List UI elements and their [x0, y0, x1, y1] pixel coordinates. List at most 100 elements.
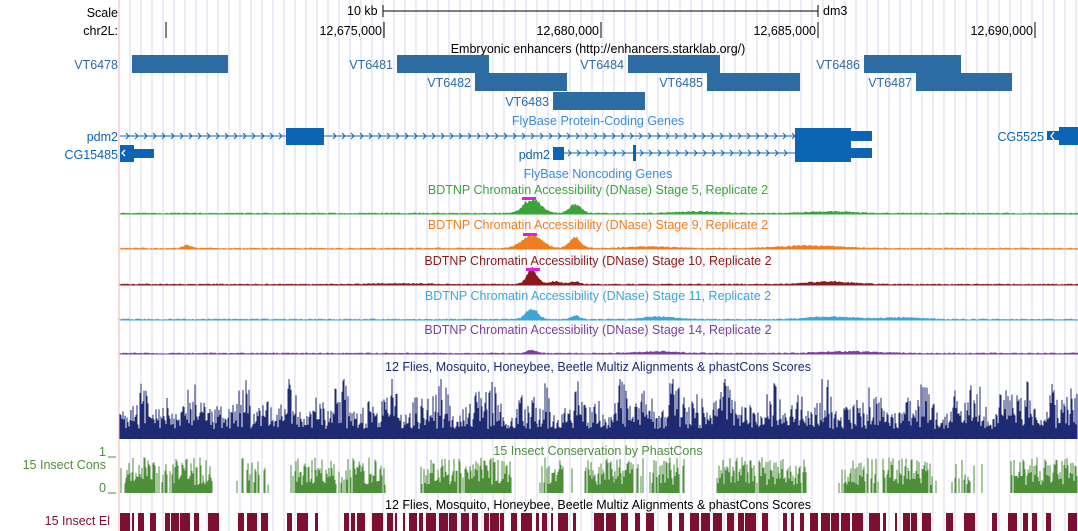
enhancer-label-VT6481[interactable]: VT6481 — [349, 58, 393, 72]
enhancer-label-VT6487[interactable]: VT6487 — [868, 76, 912, 90]
CG5525-exon[interactable] — [1059, 127, 1078, 145]
pdm2-noncoding-utr[interactable] — [851, 148, 872, 158]
conserved-element — [911, 513, 917, 531]
enhancer-label-VT6478[interactable]: VT6478 — [74, 58, 118, 72]
enhancers-track[interactable] — [0, 0, 1078, 112]
coding-genes-track[interactable] — [0, 0, 1078, 170]
dnase-stage11-title[interactable]: BDTNP Chromatin Accessibility (DNase) St… — [424, 289, 772, 303]
chevron — [737, 132, 742, 140]
chevron — [170, 132, 175, 140]
gene-label-CG15485[interactable]: CG15485 — [64, 148, 118, 162]
conserved-element — [511, 513, 517, 531]
dnase-stage14-title[interactable]: BDTNP Chromatin Accessibility (DNase) St… — [424, 323, 772, 337]
CG15485-exon[interactable] — [120, 145, 134, 162]
conserved-element — [1008, 513, 1017, 531]
noncoding-genes-track-title[interactable]: FlyBase Noncoding Genes — [523, 167, 673, 181]
chevron — [179, 132, 184, 140]
conserved-element — [238, 513, 244, 531]
phastcons-track-title[interactable]: 15 Insect Conservation by PhastCons — [493, 444, 703, 458]
enhancer-label-VT6483[interactable]: VT6483 — [505, 95, 549, 109]
enhancer-label-VT6485[interactable]: VT6485 — [659, 76, 703, 90]
dnase-signal-stage9 — [119, 234, 1078, 250]
conserved-element — [403, 513, 405, 531]
gene-label-pdm2-noncoding[interactable]: pdm2 — [518, 148, 550, 162]
chevron — [197, 132, 202, 140]
conserved-element — [869, 513, 880, 531]
chevron — [566, 132, 571, 140]
dnase-stage5-title[interactable]: BDTNP Chromatin Accessibility (DNase) St… — [427, 183, 769, 197]
conserved-element — [1032, 513, 1037, 531]
chevron — [152, 132, 157, 140]
chevron — [746, 132, 751, 140]
chevron — [684, 149, 689, 157]
pdm2-exon[interactable] — [286, 128, 324, 145]
chevron — [458, 132, 463, 140]
conserved-element — [387, 513, 393, 531]
enhancer-label-VT6484[interactable]: VT6484 — [580, 58, 624, 72]
enhancer-block-VT6487[interactable] — [916, 73, 1012, 91]
conserved-element — [852, 513, 863, 531]
enhancer-block-VT6484[interactable] — [628, 55, 720, 73]
pdm2-noncoding-chevrons — [567, 149, 788, 157]
enhancer-label-VT6486[interactable]: VT6486 — [816, 58, 860, 72]
dnase-stage10-title[interactable]: BDTNP Chromatin Accessibility (DNase) St… — [424, 254, 772, 268]
pdm2-noncoding-exon[interactable] — [553, 147, 564, 160]
enhancers-track-title[interactable]: Embryonic enhancers (http://enhancers.st… — [450, 42, 746, 56]
conserved-element — [521, 513, 532, 531]
gene-label-CG5525[interactable]: CG5525 — [997, 130, 1044, 144]
dnase-stage9-title[interactable]: BDTNP Chromatin Accessibility (DNase) St… — [427, 218, 769, 232]
conserved-element — [357, 513, 365, 531]
chevron — [557, 132, 562, 140]
elements-side-label[interactable]: 15 Insect El — [44, 514, 110, 528]
chevron — [548, 132, 553, 140]
conserved-element — [791, 513, 794, 531]
chevron — [188, 132, 193, 140]
chevron — [206, 132, 211, 140]
conserved-element — [419, 513, 423, 531]
multiz-track-title[interactable]: 12 Flies, Mosquito, Honeybee, Beetle Mul… — [385, 360, 811, 374]
CG15485-utr[interactable] — [134, 149, 154, 158]
enhancer-label-VT6482[interactable]: VT6482 — [427, 76, 471, 90]
chevron — [575, 132, 580, 140]
ruler-position: 12,690,000 — [970, 24, 1033, 38]
chevron — [764, 132, 769, 140]
conserved-element — [500, 513, 504, 531]
peak-clip-marker — [522, 197, 536, 200]
enhancer-block-VT6478[interactable] — [132, 55, 228, 73]
CG5525-strand-chevron — [1050, 131, 1055, 141]
chevron — [594, 149, 599, 157]
enhancer-block-VT6483[interactable] — [553, 92, 645, 110]
chevron — [611, 132, 616, 140]
CG5525-utr[interactable] — [1047, 131, 1059, 140]
chevron — [251, 132, 256, 140]
pdm2-noncoding-exon[interactable] — [795, 145, 851, 162]
chevron — [224, 132, 229, 140]
chevron — [675, 149, 680, 157]
chevron — [503, 132, 508, 140]
gene-label-pdm2[interactable]: pdm2 — [86, 130, 118, 144]
conserved-element — [727, 513, 734, 531]
elements-track-title[interactable]: 12 Flies, Mosquito, Honeybee, Beetle Mul… — [385, 498, 811, 512]
chevron — [521, 132, 526, 140]
conserved-element — [132, 513, 134, 531]
enhancer-block-VT6485[interactable] — [707, 73, 800, 91]
conserved-element — [409, 513, 417, 531]
multiz-bars — [119, 379, 1078, 439]
chevron — [648, 149, 653, 157]
conserved-element — [903, 513, 910, 531]
peak-clip-marker — [526, 268, 540, 271]
enhancer-block-VT6482[interactable] — [475, 73, 567, 91]
pdm2-utr[interactable] — [851, 131, 872, 141]
chevron — [134, 132, 139, 140]
coding-genes-track-title[interactable]: FlyBase Protein-Coding Genes — [511, 114, 685, 128]
phastcons-side-label[interactable]: 15 Insect Cons — [22, 458, 106, 472]
pdm2-exon[interactable] — [795, 128, 851, 145]
conserved-element — [1046, 513, 1051, 531]
enhancer-block-VT6481[interactable] — [397, 55, 489, 73]
enhancer-block-VT6486[interactable] — [864, 55, 961, 73]
pdm2-noncoding-exon[interactable] — [633, 145, 636, 161]
